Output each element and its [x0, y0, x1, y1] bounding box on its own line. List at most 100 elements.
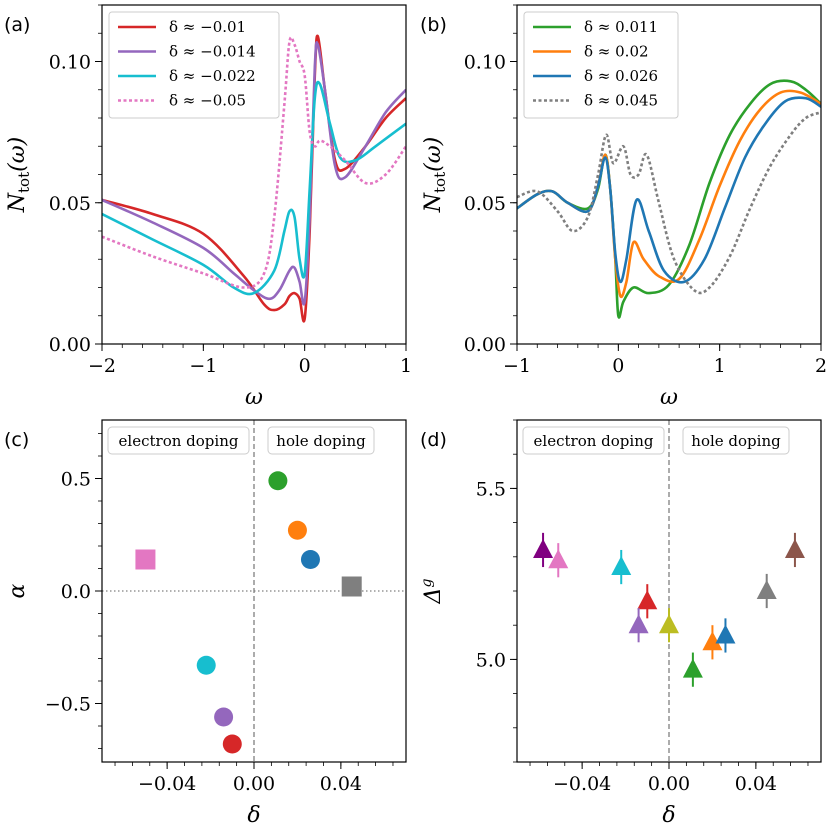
region-label: hole doping — [691, 432, 781, 450]
x-tick-label: 0.04 — [320, 773, 362, 795]
x-axis-label: δ — [247, 803, 260, 828]
x-tick-label: −1 — [503, 355, 531, 377]
panel-b: −1 0 1 2 0.00 0.05 0.10 ω Ntot(ω) δ ≈ 0.011 δ ≈ 0.… — [420, 4, 827, 410]
legend-box — [523, 11, 679, 119]
panel-d: −0.04 0.00 0.04 5.0 5.5 δ Δg electron doping hol… — [419, 419, 822, 828]
y-tick-label: 0.0 — [61, 581, 91, 603]
y-axis-label: α — [5, 583, 30, 598]
x-tick-label: 1 — [714, 355, 726, 377]
y-tick-label: −0.5 — [45, 694, 91, 716]
data-point — [135, 549, 156, 570]
legend-entry: δ ≈ −0.014 — [169, 43, 256, 61]
series-line — [517, 96, 821, 284]
axes-frame — [516, 4, 822, 345]
series-line — [102, 80, 406, 296]
legend-entry: δ ≈ 0.011 — [584, 18, 658, 36]
x-tick-label: −0.04 — [138, 773, 196, 795]
panel-c: −0.04 0.00 0.04 −0.5 0.0 0.5 δ α electron doping… — [4, 419, 407, 828]
y-tick-label: 0.10 — [464, 52, 506, 74]
y-axis-label-main: N — [421, 192, 446, 213]
y-axis-label: Δg — [419, 579, 446, 605]
region-label-box — [107, 426, 250, 455]
y-tick-label: 0.05 — [464, 193, 506, 215]
legend-entry: δ ≈ 0.026 — [584, 67, 658, 85]
x-tick-label: 2 — [815, 355, 827, 377]
series-line — [517, 89, 821, 299]
y-axis-label: Ntot(ω) — [5, 137, 33, 213]
y-tick-label: 0.5 — [61, 469, 91, 491]
legend-entry: δ ≈ −0.01 — [169, 18, 246, 36]
series-line — [102, 36, 406, 289]
legend-entry: δ ≈ 0.045 — [584, 92, 658, 110]
data-point — [702, 631, 723, 651]
x-tick-label: −0.04 — [553, 773, 611, 795]
x-axis-label: δ — [662, 803, 675, 828]
data-point — [533, 538, 554, 558]
y-axis-label-sub: tot — [15, 172, 33, 193]
panel-label: (c) — [4, 429, 29, 451]
y-axis-label-sup: g — [419, 579, 435, 588]
y-axis-label-args: (ω) — [5, 137, 30, 172]
data-point — [196, 655, 216, 675]
axes-frame — [101, 419, 407, 763]
data-point — [628, 614, 649, 634]
x-tick-label: 0 — [299, 355, 311, 377]
x-tick-label: −2 — [88, 355, 116, 377]
data-point — [637, 590, 658, 610]
axes-frame — [516, 419, 822, 763]
x-tick-label: 0.04 — [735, 773, 777, 795]
data-point — [287, 520, 307, 540]
region-label: electron doping — [119, 432, 239, 450]
series-line — [102, 34, 406, 323]
series-line — [517, 111, 821, 295]
data-point — [756, 580, 777, 599]
data-point — [715, 624, 736, 644]
y-axis-label-args: (ω) — [421, 137, 446, 172]
data-point — [222, 734, 242, 754]
legend-entry: δ ≈ −0.05 — [169, 92, 246, 110]
axes-frame — [101, 4, 407, 345]
data-point — [784, 538, 805, 558]
plot-area — [102, 34, 406, 323]
y-tick-label: 0.05 — [49, 193, 91, 215]
y-axis-label: Ntot(ω) — [421, 137, 449, 213]
data-point — [268, 471, 288, 491]
region-label: electron doping — [534, 432, 654, 450]
panel-label: (a) — [4, 14, 30, 36]
plot-area — [517, 79, 821, 319]
data-point — [659, 614, 679, 634]
series-line — [517, 79, 821, 319]
y-tick-label: 0.00 — [49, 334, 91, 356]
plot-area — [102, 420, 406, 762]
y-axis-label-main: Δ — [421, 588, 446, 605]
panel-a: −2 −1 0 1 0.00 0.05 0.10 ω Ntot(ω) δ ≈ −0.01 δ ≈ −… — [4, 4, 412, 410]
legend-entry: δ ≈ 0.02 — [584, 43, 649, 61]
data-point — [300, 550, 320, 569]
legend-entry: δ ≈ −0.022 — [169, 67, 256, 85]
region-label-box — [682, 426, 790, 455]
legend-box — [108, 11, 280, 119]
x-tick-label: 0 — [612, 355, 624, 377]
x-tick-label: 0.00 — [233, 773, 275, 795]
x-tick-label: −1 — [189, 355, 217, 377]
x-tick-label: 0.00 — [648, 773, 690, 795]
x-axis-label: ω — [245, 385, 263, 410]
data-point — [611, 556, 632, 576]
y-tick-label: 0.00 — [464, 334, 506, 356]
y-tick-label: 0.10 — [49, 52, 91, 74]
region-label: hole doping — [276, 432, 366, 450]
data-point — [682, 658, 703, 678]
region-label-box — [267, 426, 375, 455]
x-axis-label: ω — [660, 385, 678, 410]
y-tick-label: 5.5 — [476, 478, 506, 500]
x-tick-label: 1 — [400, 355, 412, 377]
data-point — [548, 549, 569, 569]
y-axis-label-main: N — [5, 192, 30, 213]
panel-label: (d) — [420, 429, 447, 451]
plot-area — [533, 420, 805, 762]
region-label-box — [522, 426, 665, 455]
y-tick-label: 5.0 — [476, 649, 506, 671]
panel-label: (b) — [420, 14, 447, 36]
series-line — [102, 41, 406, 306]
